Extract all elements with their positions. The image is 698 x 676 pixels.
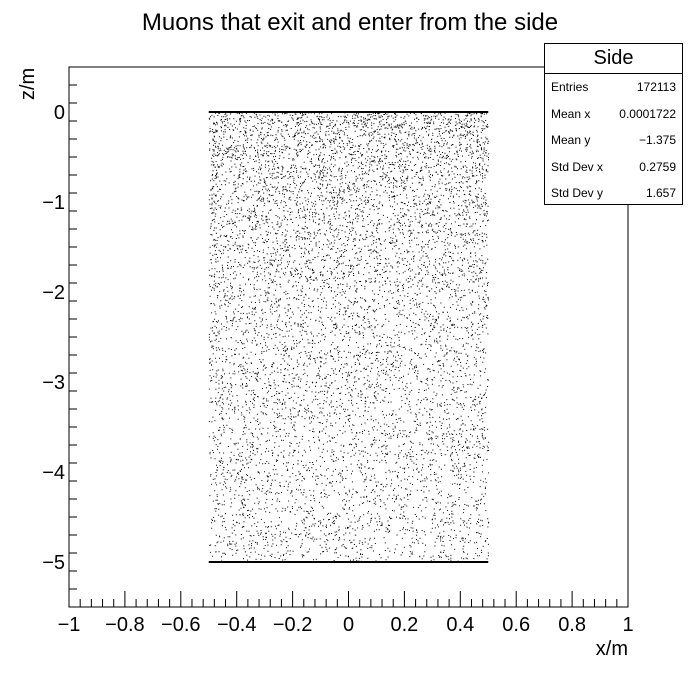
stats-row: Std Dev y 1.657 bbox=[545, 180, 682, 207]
x-tick-label: −0.4 bbox=[217, 614, 256, 636]
stats-value: 0.2759 bbox=[639, 159, 676, 174]
x-tick-label: 0.8 bbox=[558, 614, 586, 636]
y-axis-label: z/m bbox=[17, 68, 39, 100]
stats-value: 172113 bbox=[636, 80, 676, 94]
stats-key: Mean x bbox=[551, 106, 591, 121]
stats-key: Std Dev x bbox=[551, 159, 604, 174]
x-tick-label: 1 bbox=[622, 614, 633, 636]
chart-title: Muons that exit and enter from the side bbox=[142, 9, 558, 36]
stats-row: Std Dev x 0.2759 bbox=[545, 154, 682, 181]
stats-rows: Entries 172113 Mean x 0.0001722 Mean y −1.375… bbox=[545, 74, 682, 207]
y-tick-label: −3 bbox=[42, 372, 65, 394]
x-axis: −1 −0.8 −0.6 −0.4 −0.2 0 0.2 0.4 0.6 0.8 1 bbox=[58, 591, 634, 636]
stats-box: Side Entries 172113 Mean x 0.0001722 Mean y −… bbox=[544, 43, 683, 205]
y-tick-label: 0 bbox=[54, 102, 65, 124]
scatter-points bbox=[208, 111, 490, 563]
stats-value: −1.375 bbox=[638, 133, 676, 147]
x-axis-label: x/m bbox=[596, 638, 628, 660]
stats-key: Std Dev y bbox=[551, 186, 604, 200]
stats-key: Entries bbox=[551, 80, 589, 94]
x-tick-label: 0.4 bbox=[446, 614, 474, 636]
x-tick-label: 0.6 bbox=[502, 614, 530, 636]
x-tick-label: −0.2 bbox=[273, 614, 312, 636]
x-tick-label: −0.6 bbox=[161, 614, 200, 636]
region-edge bbox=[208, 111, 489, 113]
x-tick-label: 0 bbox=[343, 614, 354, 636]
y-tick-label: −4 bbox=[42, 462, 65, 484]
stats-value: 1.657 bbox=[645, 186, 676, 200]
y-tick-label: −2 bbox=[42, 282, 65, 304]
x-tick-label: −1 bbox=[58, 614, 81, 636]
x-tick-label: −0.8 bbox=[105, 614, 144, 636]
scatter-point-cloud bbox=[208, 112, 490, 563]
stats-value: 0.0001722 bbox=[619, 106, 676, 121]
stats-title: Side bbox=[545, 44, 682, 74]
stats-row: Mean y −1.375 bbox=[545, 127, 682, 154]
y-tick-label: −5 bbox=[42, 552, 65, 574]
stats-row: Mean x 0.0001722 bbox=[545, 101, 682, 128]
stats-row: Entries 172113 bbox=[545, 74, 682, 101]
region-edge bbox=[208, 561, 489, 563]
stats-key: Mean y bbox=[551, 133, 591, 147]
y-axis: 0 −1 −2 −3 −4 −5 bbox=[42, 66, 77, 608]
x-tick-label: 0.2 bbox=[390, 614, 418, 636]
y-tick-label: −1 bbox=[42, 192, 65, 214]
